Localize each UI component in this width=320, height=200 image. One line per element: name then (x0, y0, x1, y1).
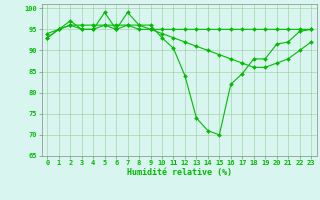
X-axis label: Humidité relative (%): Humidité relative (%) (127, 168, 232, 177)
